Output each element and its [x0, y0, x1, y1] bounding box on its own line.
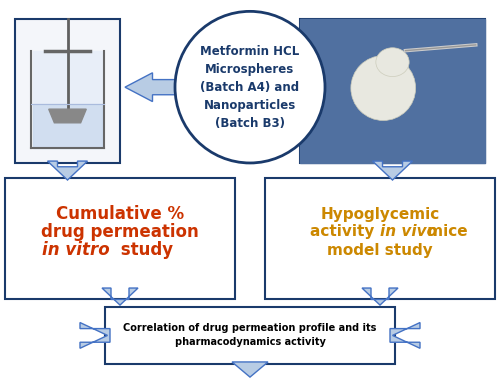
Polygon shape [362, 288, 398, 305]
Polygon shape [268, 73, 325, 102]
Text: activity: activity [310, 224, 380, 240]
Text: Hypoglycemic: Hypoglycemic [320, 207, 440, 222]
Text: in vitro: in vitro [42, 241, 110, 259]
Polygon shape [372, 161, 412, 180]
Ellipse shape [175, 11, 325, 163]
Text: Correlation of drug permeation profile and its
pharmacodynamics activity: Correlation of drug permeation profile a… [124, 323, 376, 348]
FancyBboxPatch shape [265, 178, 495, 299]
FancyBboxPatch shape [5, 178, 235, 299]
Polygon shape [232, 362, 268, 377]
Polygon shape [390, 323, 420, 348]
Ellipse shape [351, 56, 416, 121]
Polygon shape [300, 19, 485, 163]
Text: drug permeation: drug permeation [41, 223, 199, 241]
Polygon shape [48, 161, 88, 180]
Polygon shape [125, 73, 175, 102]
Text: Cumulative %: Cumulative % [56, 205, 184, 223]
Text: Metformin HCL
Microspheres
(Batch A4) and
Nanoparticles
(Batch B3): Metformin HCL Microspheres (Batch A4) an… [200, 45, 300, 130]
Polygon shape [34, 104, 102, 148]
FancyBboxPatch shape [105, 307, 395, 364]
Text: mice: mice [422, 224, 468, 240]
Text: model study: model study [327, 243, 433, 258]
Polygon shape [102, 288, 138, 305]
FancyBboxPatch shape [300, 19, 485, 163]
Text: in vivo: in vivo [380, 224, 437, 240]
FancyBboxPatch shape [15, 19, 120, 163]
Text: study: study [115, 241, 173, 259]
Ellipse shape [376, 48, 409, 77]
Polygon shape [34, 51, 102, 148]
Polygon shape [80, 323, 110, 348]
Polygon shape [48, 109, 86, 123]
